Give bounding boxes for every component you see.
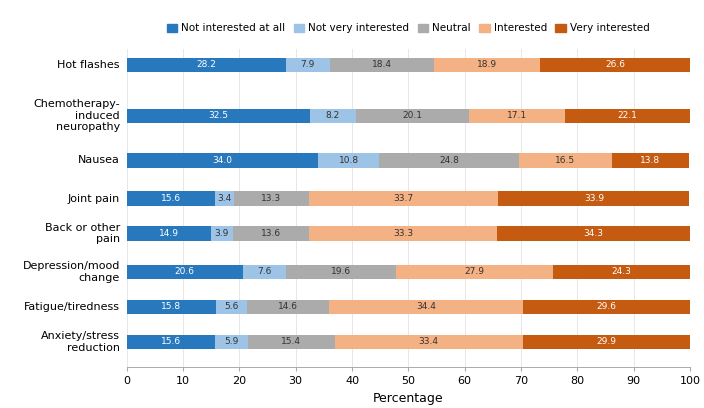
Bar [127,299,215,314]
Text: 18.9: 18.9 [477,60,497,69]
Bar [127,264,243,279]
Bar [469,109,565,123]
Text: 28.2: 28.2 [196,60,216,69]
Bar [522,335,691,349]
Bar [540,58,690,72]
Text: 14.6: 14.6 [278,302,298,311]
Text: 3.9: 3.9 [215,229,229,238]
Bar [127,58,286,72]
Bar [215,299,247,314]
Text: 16.5: 16.5 [555,156,575,165]
Bar [308,191,498,206]
Text: 18.4: 18.4 [372,60,392,69]
Text: 13.6: 13.6 [261,229,281,238]
Text: 15.6: 15.6 [161,337,181,346]
Text: 13.8: 13.8 [641,156,660,165]
Bar [498,191,689,206]
Bar [379,153,519,168]
Text: 20.1: 20.1 [403,111,422,120]
Text: 7.6: 7.6 [257,267,271,276]
Text: 8.2: 8.2 [326,111,340,120]
Text: 15.4: 15.4 [281,337,301,346]
Text: 34.4: 34.4 [416,302,436,311]
Bar [248,335,334,349]
Bar [356,109,469,123]
Bar [310,109,356,123]
Bar [234,191,308,206]
X-axis label: Percentage: Percentage [373,392,444,405]
Text: 3.4: 3.4 [217,194,232,203]
Bar [210,226,232,241]
Bar [286,264,396,279]
Text: 33.3: 33.3 [393,229,413,238]
Text: 32.5: 32.5 [208,111,228,120]
Text: 10.8: 10.8 [339,156,358,165]
Bar [127,335,215,349]
Bar [330,58,434,72]
Bar [519,153,612,168]
Text: 33.7: 33.7 [394,194,413,203]
Bar [523,299,690,314]
Text: 20.6: 20.6 [175,267,195,276]
Text: 29.6: 29.6 [596,302,617,311]
Bar [553,264,690,279]
Text: 34.3: 34.3 [584,229,603,238]
Text: 22.1: 22.1 [617,111,638,120]
Text: 19.6: 19.6 [331,267,351,276]
Text: 15.6: 15.6 [161,194,181,203]
Text: 13.3: 13.3 [261,194,281,203]
Bar [318,153,379,168]
Text: 5.6: 5.6 [225,302,239,311]
Bar [565,109,690,123]
Bar [286,58,330,72]
Text: 5.9: 5.9 [224,337,239,346]
Bar [127,109,310,123]
Text: 27.9: 27.9 [465,267,484,276]
Bar [127,191,215,206]
Bar [309,226,497,241]
Bar [127,153,318,168]
Text: 34.0: 34.0 [213,156,232,165]
Text: 7.9: 7.9 [301,60,315,69]
Bar [215,191,234,206]
Text: 29.9: 29.9 [597,337,617,346]
Text: 14.9: 14.9 [158,229,179,238]
Bar [232,226,309,241]
Bar [127,226,210,241]
Text: 24.3: 24.3 [612,267,631,276]
Bar [215,335,248,349]
Bar [329,299,523,314]
Text: 33.4: 33.4 [419,337,439,346]
Text: 15.8: 15.8 [161,302,181,311]
Bar [247,299,329,314]
Text: 17.1: 17.1 [508,111,527,120]
Text: 33.9: 33.9 [584,194,604,203]
Bar [434,58,540,72]
Bar [396,264,553,279]
Bar [612,153,689,168]
Text: 24.8: 24.8 [439,156,459,165]
Bar [243,264,286,279]
Bar [334,335,522,349]
Bar [497,226,690,241]
Text: 26.6: 26.6 [605,60,625,69]
Legend: Not interested at all, Not very interested, Neutral, Interested, Very interested: Not interested at all, Not very interest… [163,19,654,38]
